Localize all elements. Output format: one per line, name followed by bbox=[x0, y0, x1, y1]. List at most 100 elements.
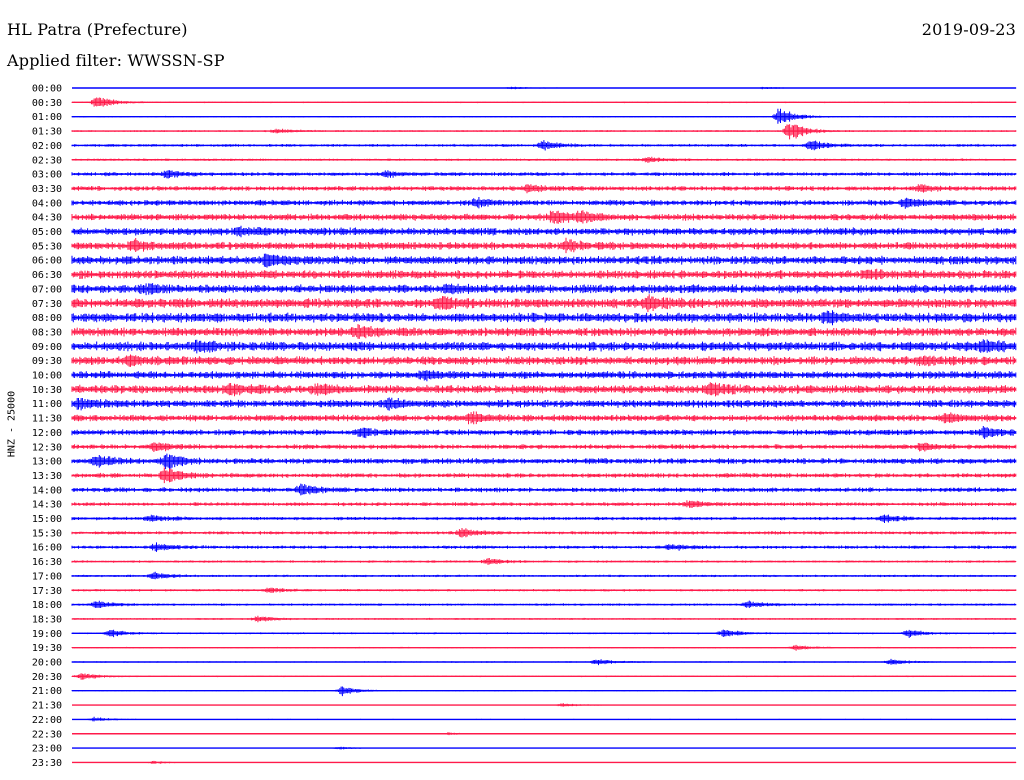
time-tick-label: 23:30 bbox=[32, 758, 62, 769]
time-tick-label: 02:00 bbox=[32, 141, 62, 152]
trace-waveform bbox=[71, 686, 1017, 697]
time-tick-label: 08:00 bbox=[32, 313, 62, 324]
time-tick-label: 01:00 bbox=[32, 112, 62, 123]
time-tick-label: 09:00 bbox=[32, 342, 62, 353]
time-tick-label: 13:30 bbox=[32, 471, 62, 482]
trace-waveform bbox=[71, 600, 1017, 608]
filter-label: Applied filter: WWSSN-SP bbox=[7, 51, 225, 70]
date-label: 2019-09-23 bbox=[921, 20, 1016, 39]
trace-waveform bbox=[71, 442, 1017, 452]
time-tick-label: 03:30 bbox=[32, 184, 62, 195]
time-tick-label: 12:30 bbox=[32, 442, 62, 453]
time-tick-label: 06:00 bbox=[32, 256, 62, 267]
trace-waveform bbox=[71, 339, 1017, 354]
trace-waveform bbox=[71, 197, 1017, 209]
trace-waveform bbox=[71, 108, 1015, 124]
trace-waveform bbox=[71, 294, 1017, 312]
time-tick-label: 04:00 bbox=[32, 198, 62, 209]
trace-waveform bbox=[71, 268, 1017, 280]
time-tick-label: 00:30 bbox=[32, 98, 62, 109]
trace-waveform bbox=[71, 225, 1017, 238]
trace-waveform bbox=[71, 426, 1017, 439]
trace-waveform bbox=[71, 310, 1017, 326]
trace-waveform bbox=[71, 370, 1017, 382]
trace-waveform bbox=[71, 514, 1017, 523]
time-tick-label: 04:30 bbox=[32, 213, 62, 224]
trace-waveform bbox=[71, 97, 1017, 107]
trace-waveform bbox=[71, 170, 1017, 179]
trace-waveform bbox=[74, 86, 1017, 90]
time-tick-label: 19:30 bbox=[32, 643, 62, 654]
trace-waveform bbox=[71, 237, 1017, 254]
trace-waveform bbox=[71, 253, 1017, 268]
time-tick-label: 22:00 bbox=[32, 715, 62, 726]
trace-waveform bbox=[71, 615, 1017, 623]
trace-waveform bbox=[71, 324, 1017, 339]
trace-waveform bbox=[71, 140, 1017, 151]
trace-waveform bbox=[71, 658, 1014, 666]
trace-waveform bbox=[71, 483, 1017, 496]
trace-waveform bbox=[97, 760, 1017, 764]
trace-waveform bbox=[71, 382, 1017, 397]
time-tick-label: 17:00 bbox=[32, 571, 62, 582]
trace-waveform bbox=[72, 703, 1017, 707]
time-tick-label: 15:00 bbox=[32, 514, 62, 525]
trace-waveform bbox=[71, 644, 1017, 651]
trace-waveform bbox=[71, 587, 1017, 593]
time-tick-label: 10:30 bbox=[32, 385, 62, 396]
time-tick-label: 20:00 bbox=[32, 658, 62, 669]
time-tick-label: 14:00 bbox=[32, 485, 62, 496]
time-tick-label: 20:30 bbox=[32, 672, 62, 683]
trace-waveform bbox=[71, 184, 1017, 194]
time-tick-label: 13:00 bbox=[32, 457, 62, 468]
trace-waveform bbox=[71, 210, 1017, 224]
time-tick-label: 09:30 bbox=[32, 356, 62, 367]
time-tick-label: 03:00 bbox=[32, 170, 62, 181]
trace-waveform bbox=[71, 629, 1017, 638]
time-tick-label: 01:30 bbox=[32, 127, 62, 138]
trace-waveform bbox=[71, 673, 1017, 680]
trace-waveform bbox=[71, 156, 1017, 163]
trace-waveform bbox=[71, 411, 1017, 425]
trace-waveform bbox=[71, 397, 1017, 411]
time-tick-label: 17:30 bbox=[32, 586, 62, 597]
trace-waveform bbox=[71, 124, 1017, 140]
time-tick-label: 23:00 bbox=[32, 744, 62, 755]
time-tick-label: 15:30 bbox=[32, 528, 62, 539]
time-tick-label: 16:30 bbox=[32, 557, 62, 568]
time-tick-label: 02:30 bbox=[32, 155, 62, 166]
time-tick-label: 14:30 bbox=[32, 500, 62, 511]
trace-waveform bbox=[71, 467, 1017, 484]
time-tick-label: 00:00 bbox=[32, 84, 62, 95]
time-tick-label: 11:30 bbox=[32, 414, 62, 425]
time-tick-label: 12:00 bbox=[32, 428, 62, 439]
time-tick-label: 16:00 bbox=[32, 543, 62, 554]
time-tick-label: 11:00 bbox=[32, 399, 62, 410]
time-tick-label: 21:00 bbox=[32, 686, 62, 697]
station-title: HL Patra (Prefecture) bbox=[7, 20, 188, 39]
time-tick-label: 05:30 bbox=[32, 241, 62, 252]
trace-waveform bbox=[114, 746, 1014, 750]
trace-waveform bbox=[71, 283, 1017, 296]
trace-waveform bbox=[71, 571, 1017, 580]
time-tick-label: 18:30 bbox=[32, 614, 62, 625]
time-tick-label: 06:30 bbox=[32, 270, 62, 281]
trace-waveform bbox=[71, 528, 1017, 538]
time-tick-label: 05:00 bbox=[32, 227, 62, 238]
trace-waveform bbox=[71, 500, 1017, 508]
time-tick-label: 07:00 bbox=[32, 284, 62, 295]
trace-waveform bbox=[74, 732, 1014, 736]
trace-waveform bbox=[71, 558, 1017, 565]
trace-waveform bbox=[72, 716, 1015, 722]
trace-waveform bbox=[71, 542, 1017, 552]
time-tick-label: 22:30 bbox=[32, 729, 62, 740]
time-tick-label: 08:30 bbox=[32, 327, 62, 338]
time-tick-label: 21:30 bbox=[32, 701, 62, 712]
trace-waveform bbox=[71, 453, 1017, 470]
time-tick-label: 18:00 bbox=[32, 600, 62, 611]
time-tick-label: 19:00 bbox=[32, 629, 62, 640]
time-tick-label: 07:30 bbox=[32, 299, 62, 310]
time-tick-label: 10:00 bbox=[32, 371, 62, 382]
trace-waveform bbox=[71, 354, 1017, 367]
